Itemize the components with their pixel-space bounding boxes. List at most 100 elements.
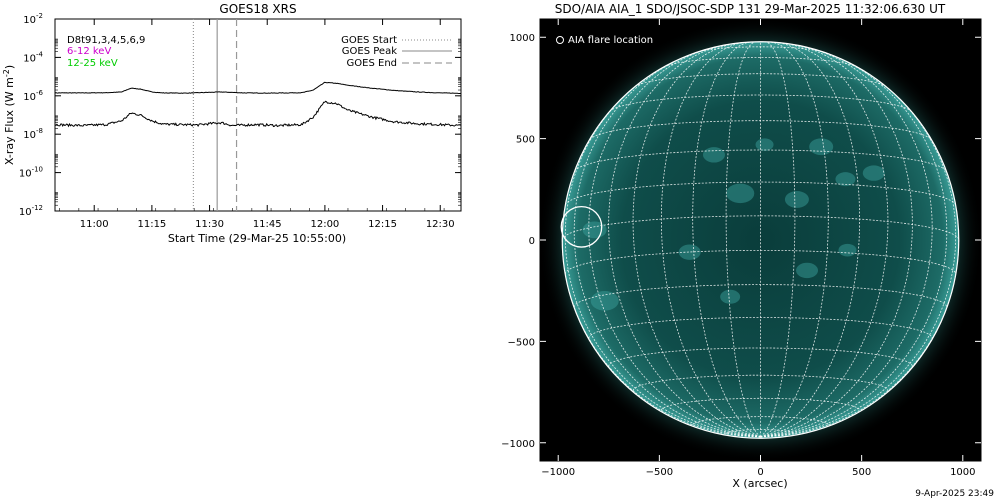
aia-x-tick-label: 0 bbox=[757, 467, 763, 478]
active-region-brightening bbox=[720, 289, 741, 304]
goes-y-tick-base: 10 bbox=[23, 15, 36, 26]
active-region-brightening bbox=[784, 191, 809, 208]
goes-y-tick-base: 10 bbox=[19, 169, 32, 180]
goes-x-axis-label: Start Time (29-Mar-25 10:55:00) bbox=[168, 232, 346, 245]
grid-line bbox=[760, 42, 860, 438]
aia-y-tick-label: −1000 bbox=[501, 439, 535, 450]
heliographic-grid bbox=[561, 41, 960, 439]
goes-x-tick-label: 11:15 bbox=[137, 219, 166, 230]
goes-y-tick-exp: -10 bbox=[32, 166, 43, 174]
goes-series-long bbox=[55, 81, 461, 94]
aia-y-tick-label: 500 bbox=[516, 135, 535, 146]
goes-plot-frame bbox=[54, 18, 462, 212]
legend-band-12-25: 12-25 keV bbox=[67, 58, 118, 69]
goes-y-axis-label-close: ) bbox=[3, 65, 16, 69]
aia-x-tick-label: 1000 bbox=[950, 467, 975, 478]
goes-series-short bbox=[55, 100, 461, 128]
aia-legend: AIA flare location bbox=[556, 35, 653, 46]
grid-line bbox=[725, 41, 761, 438]
legend-goes-end: GOES End bbox=[347, 58, 397, 69]
grid-line bbox=[760, 77, 957, 438]
active-region-brightening bbox=[809, 138, 834, 156]
goes-y-tick-label: 10-6 bbox=[23, 89, 43, 103]
goes-y-axis-label: X-ray Flux (W m-2) bbox=[2, 65, 16, 165]
active-region-brightening bbox=[755, 138, 774, 152]
active-region-brightening bbox=[726, 183, 755, 204]
aia-image-panel: SDO/AIA AIA_1 SDO/JSOC-SDP 131 29-Mar-20… bbox=[501, 2, 982, 490]
active-region-brightening bbox=[702, 147, 725, 163]
goes-y-tick-exp: -12 bbox=[32, 204, 43, 212]
goes-x-tick-label: 11:45 bbox=[253, 219, 282, 230]
goes-y-tick-label: 10-10 bbox=[19, 166, 43, 180]
active-region-brightening bbox=[796, 262, 819, 279]
grid-line bbox=[608, 43, 761, 438]
legend-band-6-12: 6-12 keV bbox=[67, 46, 111, 57]
goes-x-tick-label: 12:15 bbox=[368, 219, 397, 230]
aia-legend-circle-icon bbox=[556, 36, 564, 44]
aia-y-tick-label: 0 bbox=[529, 236, 535, 247]
active-region-brightening bbox=[590, 291, 619, 311]
goes-y-tick-base: 10 bbox=[19, 207, 32, 218]
grid-line bbox=[632, 374, 889, 391]
grid-line bbox=[760, 239, 960, 438]
active-region-brightening bbox=[582, 221, 607, 239]
aia-x-tick-label: −1000 bbox=[541, 467, 575, 478]
goes-y-tick-label: 10-12 bbox=[19, 204, 43, 218]
active-region-brightening bbox=[835, 172, 856, 187]
goes-y-axis-label-main: X-ray Flux (W m bbox=[3, 77, 16, 165]
grid-line bbox=[561, 239, 761, 438]
goes-left-legend: D8t91,3,4,5,6,9 6-12 keV 12-25 keV bbox=[67, 35, 145, 69]
goes-y-tick-label: 10-8 bbox=[23, 127, 43, 141]
grid-line bbox=[634, 73, 887, 87]
grid-line bbox=[692, 41, 761, 438]
grid-line bbox=[760, 42, 889, 438]
goes-event-lines bbox=[192, 19, 238, 211]
legend-goes-start: GOES Start bbox=[341, 35, 397, 46]
goes-x-tick-label: 12:00 bbox=[310, 219, 339, 230]
aia-x-ticks: −1000 −500 0 500 1000 bbox=[541, 19, 976, 478]
goes-y-tick-label: 10-2 bbox=[23, 12, 43, 26]
goes-y-tick-exp: -6 bbox=[36, 89, 44, 97]
goes-y-axis-label-exp: -2 bbox=[2, 69, 11, 77]
goes-y-tick-base: 10 bbox=[23, 130, 36, 141]
aia-y-tick-label: −500 bbox=[508, 337, 535, 348]
goes-y-tick-exp: -2 bbox=[36, 12, 43, 20]
solar-limb bbox=[561, 41, 960, 439]
aia-x-axis-label: X (arcsec) bbox=[732, 477, 787, 490]
grid-line bbox=[760, 41, 796, 438]
goes-x-tick-label: 11:00 bbox=[80, 219, 109, 230]
grid-line bbox=[561, 215, 960, 241]
flare-location-circle bbox=[560, 205, 603, 248]
active-region-brightening bbox=[838, 243, 857, 257]
aia-image-title: SDO/AIA AIA_1 SDO/JSOC-SDP 131 29-Mar-20… bbox=[555, 2, 946, 16]
goes-chart-title: GOES18 XRS bbox=[219, 2, 296, 16]
goes-y-tick-label: 10-4 bbox=[23, 50, 43, 64]
legend-goes-peak: GOES Peak bbox=[342, 46, 397, 57]
grid-line bbox=[760, 51, 948, 438]
grid-line bbox=[573, 51, 761, 438]
legend-detectors: D8t91,3,4,5,6,9 bbox=[67, 35, 145, 46]
grid-line bbox=[564, 77, 761, 438]
aia-y-ticks: −1000 −500 0 500 1000 bbox=[501, 33, 981, 450]
flare-marker bbox=[560, 205, 603, 248]
aia-y-tick-label: 1000 bbox=[510, 33, 535, 44]
goes-x-tick-label: 12:30 bbox=[426, 219, 455, 230]
goes-y-tick-exp: -4 bbox=[36, 50, 44, 58]
active-region-brightening bbox=[862, 165, 885, 181]
grid-line bbox=[760, 45, 933, 438]
goes-x-tick-label: 11:30 bbox=[195, 219, 224, 230]
grid-line bbox=[760, 43, 913, 438]
footer-timestamp: 9-Apr-2025 23:49 bbox=[915, 489, 994, 499]
grid-line bbox=[661, 42, 761, 438]
active-region-brightening bbox=[678, 244, 701, 260]
aia-legend-label: AIA flare location bbox=[568, 35, 653, 46]
grid-line bbox=[760, 41, 829, 438]
goes-x-ticks: 11:00 11:15 11:30 11:45 12:00 12:15 12:30 bbox=[59, 19, 455, 230]
aia-x-tick-label: 500 bbox=[852, 467, 871, 478]
grid-line bbox=[588, 45, 761, 438]
goes-series bbox=[55, 81, 461, 128]
goes-y-tick-base: 10 bbox=[23, 92, 36, 103]
grid-line bbox=[632, 42, 761, 438]
